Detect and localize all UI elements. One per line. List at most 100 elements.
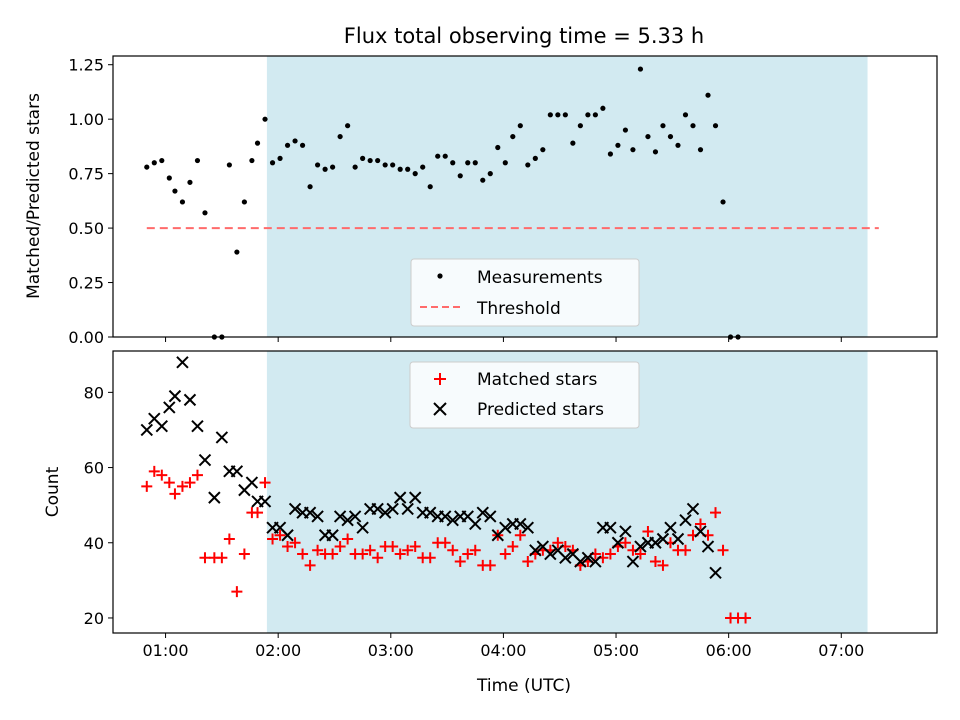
legend-matched-marker	[434, 373, 446, 385]
predicted-star-point	[476, 506, 489, 519]
measurement-point	[577, 123, 583, 129]
matched-star-point	[604, 548, 616, 560]
predicted-star-point	[168, 389, 182, 403]
measurement-point	[652, 149, 659, 155]
matched-star-point	[231, 586, 243, 598]
top-y-tick-label: 0.75	[68, 165, 104, 184]
matched-star-point	[148, 465, 160, 477]
bottom-y-tick-label: 20	[84, 609, 104, 628]
measurement-point	[645, 133, 651, 140]
predicted-star-point	[469, 517, 482, 531]
matched-star-point	[342, 533, 354, 545]
x-tick-label: 02:00	[255, 641, 301, 660]
predicted-star-point	[288, 502, 302, 516]
measurement-point	[412, 171, 418, 177]
bottom-y-tick-label: 60	[84, 459, 104, 478]
x-axis-label: Time (UTC)	[476, 676, 571, 696]
matched-star-point	[334, 541, 346, 553]
predicted-star-point	[348, 510, 362, 523]
predicted-star-point	[619, 525, 632, 538]
predicted-star-point	[326, 529, 339, 542]
matched-star-point	[252, 507, 264, 519]
predicted-star-point	[191, 419, 204, 433]
predicted-star-point	[671, 532, 685, 546]
top-y-tick-label: 0.50	[68, 219, 104, 238]
predicted-star-point	[559, 551, 572, 565]
measurement-point	[615, 142, 621, 148]
matched-star-point	[717, 544, 729, 556]
legend-predicted-label: Predicted stars	[477, 400, 604, 420]
legend-predicted-marker	[433, 402, 447, 416]
predicted-star-point	[649, 536, 662, 549]
matched-star-point	[387, 541, 399, 553]
matched-star-point	[552, 537, 564, 549]
matched-star-point	[327, 548, 339, 560]
measurement-point	[299, 142, 306, 148]
measurement-point	[249, 157, 255, 164]
x-tick-label: 03:00	[368, 641, 414, 660]
predicted-star-point	[176, 356, 189, 369]
bottom-panel-frame	[112, 350, 938, 634]
measurement-point	[600, 105, 606, 111]
predicted-star-point	[581, 551, 595, 565]
measurement-point	[592, 112, 598, 118]
predicted-star-point	[701, 540, 715, 553]
matched-star-point	[357, 548, 369, 560]
top-legend-box	[410, 258, 640, 327]
bottom-legend-box	[409, 361, 640, 429]
matched-star-point	[409, 541, 421, 553]
measurement-point	[682, 112, 689, 118]
predicted-star-point	[604, 521, 617, 534]
measurement-point	[337, 133, 343, 140]
predicted-star-point	[446, 513, 459, 527]
matched-star-point	[484, 559, 496, 571]
predicted-star-point	[694, 525, 707, 538]
chart-title: Flux total observing time = 5.33 h	[344, 24, 704, 48]
measurement-point	[622, 127, 629, 133]
measurement-point	[697, 147, 704, 153]
measurement-point	[442, 153, 448, 159]
predicted-star-point	[371, 502, 384, 516]
top-panel-frame	[112, 55, 938, 338]
matched-star-point	[499, 548, 511, 560]
measurement-point	[397, 166, 403, 172]
predicted-star-point	[341, 513, 354, 527]
predicted-star-point	[258, 495, 272, 508]
matched-star-point	[184, 477, 196, 489]
predicted-star-point	[140, 423, 153, 437]
matched-star-point	[694, 518, 706, 530]
bottom-legend: Matched stars Predicted stars	[409, 361, 640, 429]
measurement-point	[675, 142, 681, 148]
predicted-star-point	[401, 502, 414, 516]
x-tick-label: 07:00	[818, 641, 864, 660]
predicted-star-point	[424, 506, 437, 519]
matched-star-point	[462, 548, 474, 560]
measurement-point	[292, 138, 298, 144]
measurement-point	[690, 123, 696, 129]
matched-star-point	[372, 552, 384, 564]
measurement-point	[179, 199, 186, 205]
matched-star-point	[402, 544, 414, 556]
measurement-point	[465, 160, 471, 166]
predicted-star-point	[386, 502, 399, 516]
measurement-point	[457, 173, 463, 179]
matched-star-point	[282, 541, 294, 553]
measurement-point	[435, 153, 441, 159]
x-tick-label: 05:00	[593, 641, 639, 660]
predicted-star-point	[393, 491, 407, 504]
predicted-star-point	[408, 491, 422, 504]
matched-star-point	[304, 559, 316, 571]
predicted-star-point	[163, 401, 176, 414]
matched-star-point	[679, 544, 691, 556]
matched-star-point	[507, 541, 519, 553]
matched-star-point	[649, 556, 661, 568]
measurement-point	[234, 249, 240, 255]
matched-star-point	[191, 469, 203, 481]
matched-star-point	[364, 544, 376, 556]
top-panel: 0.00 0.25 0.50 0.75 1.00 1.25 Matched/Predict…	[24, 55, 938, 347]
measurement-point	[570, 140, 576, 146]
matched-star-point	[710, 507, 722, 519]
x-tick-label: 06:00	[706, 641, 752, 660]
bottom-y-tick-label: 80	[84, 383, 104, 402]
matched-star-point	[469, 544, 481, 556]
